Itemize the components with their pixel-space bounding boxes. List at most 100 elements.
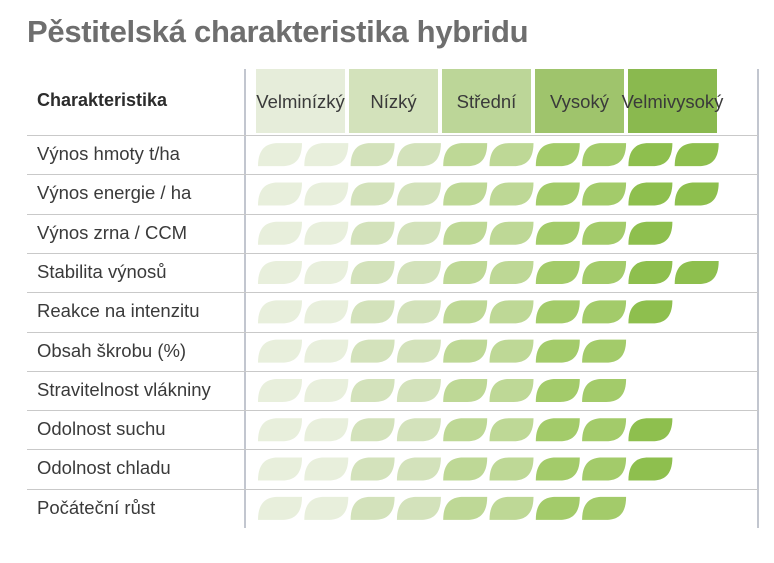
leaf-mark xyxy=(535,457,580,481)
leaf-mark xyxy=(628,418,673,442)
leaf-mark xyxy=(674,261,719,285)
leaf-mark xyxy=(304,378,349,402)
leaf-mark xyxy=(258,221,302,245)
leaf-mark xyxy=(396,378,441,402)
leaf-mark xyxy=(443,182,488,206)
leaf-mark xyxy=(304,496,349,520)
column-header-5: Velmi vysoký xyxy=(622,69,723,133)
row-label: Odolnost chladu xyxy=(37,457,171,479)
chart-title: Pěstitelská charakteristika hybridu xyxy=(27,14,529,49)
grid-divider-right xyxy=(757,69,759,528)
leaf-mark xyxy=(258,457,302,481)
leaf-mark xyxy=(258,182,302,206)
leaf-mark xyxy=(489,143,534,167)
leaf-mark xyxy=(396,418,441,442)
row-label: Odolnost suchu xyxy=(37,418,166,440)
leaf-mark xyxy=(304,418,349,442)
row-separator xyxy=(27,214,758,215)
leaf-mark xyxy=(443,496,488,520)
leaf-mark xyxy=(582,221,627,245)
leaf-mark xyxy=(535,143,580,167)
leaf-mark xyxy=(535,261,580,285)
row-separator xyxy=(27,135,758,136)
leaf-mark xyxy=(350,496,395,520)
leaf-mark xyxy=(396,182,441,206)
column-header-text: Střední xyxy=(456,90,517,112)
leaf-mark xyxy=(304,261,349,285)
column-header-text: nízký xyxy=(301,90,345,112)
leaf-mark xyxy=(304,182,349,206)
leaf-mark xyxy=(396,261,441,285)
leaf-mark xyxy=(396,339,441,363)
leaf-mark xyxy=(443,143,488,167)
leaf-mark xyxy=(396,496,441,520)
leaf-mark xyxy=(535,378,580,402)
leaf-mark xyxy=(535,339,580,363)
leaf-mark xyxy=(304,143,349,167)
leaf-mark xyxy=(350,300,395,324)
leaf-mark xyxy=(535,300,580,324)
leaf-mark xyxy=(535,182,580,206)
column-header-text: Nízký xyxy=(370,90,417,112)
leaf-mark xyxy=(489,378,534,402)
row-separator xyxy=(27,174,758,175)
column-header-text: Vysoký xyxy=(550,90,609,112)
row-separator xyxy=(27,332,758,333)
leaf-mark xyxy=(489,496,534,520)
leaf-mark xyxy=(582,496,627,520)
leaf-mark xyxy=(350,221,395,245)
leaf-mark xyxy=(304,300,349,324)
leaf-mark xyxy=(489,300,534,324)
leaf-mark xyxy=(582,182,627,206)
row-label: Počáteční růst xyxy=(37,496,156,518)
row-separator xyxy=(27,292,758,293)
leaf-mark xyxy=(489,261,534,285)
leaf-mark xyxy=(628,143,673,167)
leaf-mark xyxy=(350,261,395,285)
column-header-text: Velmi xyxy=(256,90,302,112)
leaf-mark xyxy=(628,221,673,245)
leaf-mark xyxy=(535,221,580,245)
column-header-2: Nízký xyxy=(349,69,438,133)
leaf-mark xyxy=(258,496,302,520)
row-separator xyxy=(27,253,758,254)
leaf-mark xyxy=(350,418,395,442)
leaf-mark xyxy=(628,457,673,481)
leaf-mark xyxy=(396,221,441,245)
row-separator xyxy=(27,449,758,450)
row-label: Stabilita výnosů xyxy=(37,260,167,282)
leaf-mark xyxy=(628,261,673,285)
row-separator xyxy=(27,489,758,490)
leaf-mark xyxy=(258,339,302,363)
column-header-3: Střední xyxy=(442,69,531,133)
leaf-mark xyxy=(350,182,395,206)
leaf-mark xyxy=(350,143,395,167)
leaf-mark xyxy=(443,418,488,442)
leaf-mark xyxy=(489,221,534,245)
grid-divider-left xyxy=(244,69,246,528)
leaf-mark xyxy=(350,457,395,481)
leaf-mark xyxy=(443,339,488,363)
leaf-mark xyxy=(628,300,673,324)
row-label: Stravitelnost vlákniny xyxy=(37,378,211,400)
leaf-mark xyxy=(396,457,441,481)
leaf-mark xyxy=(582,300,627,324)
leaf-mark xyxy=(489,339,534,363)
row-label: Výnos hmoty t/ha xyxy=(37,143,180,164)
row-label: Výnos energie / ha xyxy=(37,182,192,204)
leaf-mark xyxy=(304,221,349,245)
leaf-mark xyxy=(396,300,441,324)
leaf-mark xyxy=(258,418,302,442)
leaf-mark xyxy=(535,418,580,442)
leaf-mark xyxy=(674,182,719,206)
leaf-mark xyxy=(443,457,488,481)
row-header: Charakteristika xyxy=(37,90,168,110)
leaf-mark xyxy=(350,378,395,402)
row-label: Výnos zrna / CCM xyxy=(37,221,188,243)
leaf-mark xyxy=(443,221,488,245)
row-label: Reakce na intenzitu xyxy=(37,300,200,322)
row-separator xyxy=(27,371,758,372)
leaf-mark xyxy=(582,378,627,402)
leaf-mark xyxy=(258,300,302,324)
